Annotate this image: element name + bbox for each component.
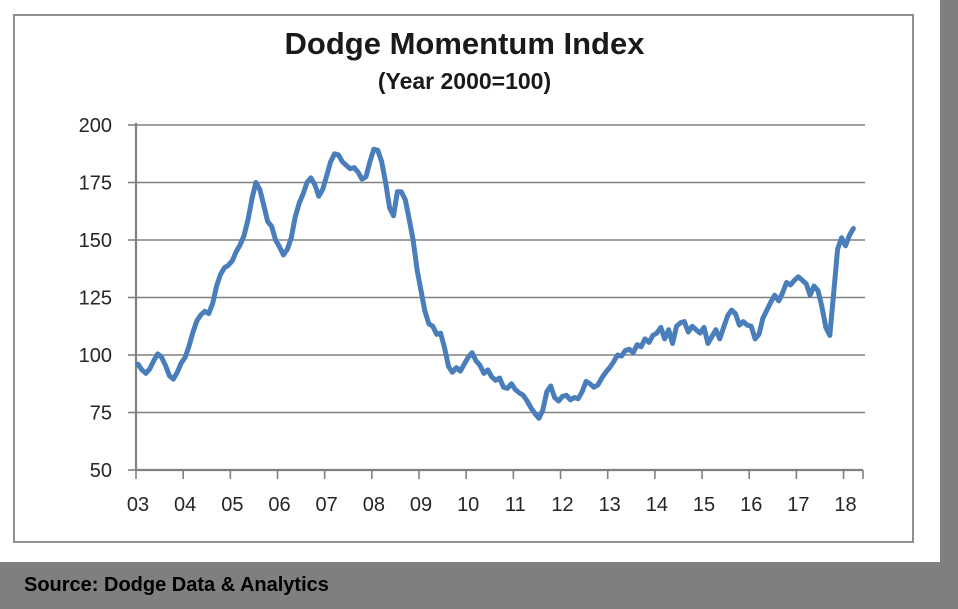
x-axis-label-15: 15 — [693, 494, 715, 516]
x-axis-label-13: 13 — [599, 494, 621, 516]
y-axis-label-100: 100 — [79, 345, 112, 367]
x-axis-label-12: 12 — [551, 494, 573, 516]
y-axis-label-50: 50 — [90, 460, 112, 482]
x-axis-label-10: 10 — [457, 494, 479, 516]
x-axis-label-16: 16 — [740, 494, 762, 516]
x-axis-label-07: 07 — [316, 494, 338, 516]
x-axis-label-09: 09 — [410, 494, 432, 516]
right-shadow-bar — [940, 0, 958, 609]
x-axis-label-03: 03 — [127, 494, 149, 516]
x-axis-label-08: 08 — [363, 494, 385, 516]
y-axis-label-125: 125 — [79, 288, 112, 310]
x-axis-label-17: 17 — [787, 494, 809, 516]
y-axis-label-75: 75 — [90, 403, 112, 425]
x-axis-label-06: 06 — [268, 494, 290, 516]
chart-subtitle: (Year 2000=100) — [377, 68, 552, 94]
x-axis-label-18: 18 — [834, 494, 856, 516]
y-axis-label-150: 150 — [79, 230, 112, 252]
x-axis-label-11: 11 — [505, 494, 526, 516]
x-axis-label-05: 05 — [221, 494, 243, 516]
x-axis-label-14: 14 — [646, 494, 668, 516]
chart-title: Dodge Momentum Index — [284, 26, 645, 61]
source-text: Source: Dodge Data & Analytics — [24, 574, 329, 596]
x-axis-label-04: 04 — [174, 494, 196, 516]
chart-frame — [13, 14, 914, 543]
y-axis-label-175: 175 — [79, 173, 112, 195]
source-band: Source: Dodge Data & Analytics — [0, 562, 958, 609]
y-axis-label-200: 200 — [79, 115, 112, 137]
momentum-index-series-line — [135, 146, 856, 421]
